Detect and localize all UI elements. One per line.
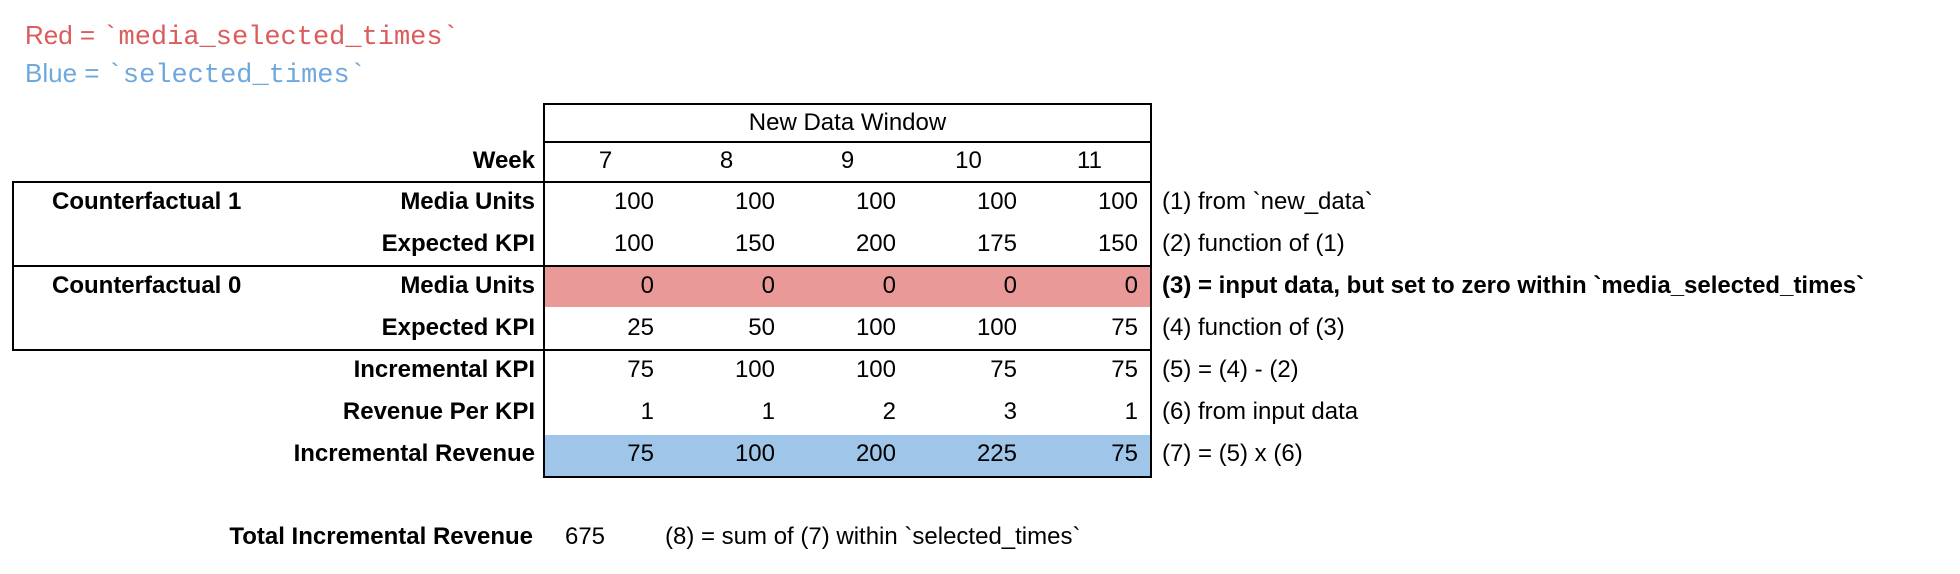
value-cell: 150 (1097, 230, 1138, 257)
value-cell: 100 (734, 188, 775, 215)
row-label-expected-kpi-cf0: Expected KPI (381, 314, 535, 341)
value-cell: 225 (976, 440, 1017, 467)
week-cell: 9 (840, 147, 855, 174)
legend-blue-label: Blue = (25, 58, 107, 88)
selected-times-highlight (545, 435, 1150, 476)
value-cell: 75 (1111, 356, 1138, 383)
value-cell: 3 (1003, 398, 1017, 425)
legend-blue-code: `selected_times` (106, 61, 366, 91)
value-cell: 75 (990, 356, 1017, 383)
week-cell: 11 (1077, 147, 1102, 174)
value-cell: 2 (882, 398, 896, 425)
value-cell: 0 (1003, 272, 1017, 299)
value-cell: 100 (855, 314, 896, 341)
media-selected-times-highlight (545, 267, 1150, 307)
new-data-window-header: New Data Window (748, 109, 947, 136)
value-cell: 0 (761, 272, 775, 299)
group-label-counterfactual-0: Counterfactual 0 (52, 272, 242, 299)
legend-red-label: Red = (25, 20, 103, 50)
row-label-incremental-kpi: Incremental KPI (353, 356, 535, 383)
week-cell: 8 (719, 147, 734, 174)
row-annotation-7: (7) = (5) x (6) (1162, 440, 1303, 467)
week-cell: 10 (955, 147, 982, 174)
row-annotation-3: (3) = input data, but set to zero within… (1162, 272, 1865, 299)
week-label: Week (472, 147, 535, 174)
value-cell: 100 (855, 356, 896, 383)
summary-annotation-8: (8) = sum of (7) within `selected_times` (665, 523, 1081, 550)
row-annotation-1: (1) from `new_data` (1162, 188, 1373, 215)
value-cell: 1 (761, 398, 775, 425)
counterfactual-0-box (12, 267, 545, 351)
value-cell: 0 (1124, 272, 1138, 299)
row-label-media-units-cf1: Media Units (400, 188, 535, 215)
group-label-counterfactual-1: Counterfactual 1 (52, 188, 242, 215)
value-cell: 100 (976, 188, 1017, 215)
legend-red-line: Red = `media_selected_times` (25, 20, 459, 53)
row-annotation-5: (5) = (4) - (2) (1162, 356, 1299, 383)
value-cell: 100 (734, 440, 775, 467)
value-cell: 25 (627, 314, 654, 341)
row-label-revenue-per-kpi: Revenue Per KPI (342, 398, 535, 425)
value-cell: 1 (1124, 398, 1138, 425)
total-incremental-revenue-value: 675 (564, 523, 606, 550)
value-cell: 100 (1097, 188, 1138, 215)
row-label-incremental-revenue: Incremental Revenue (293, 440, 535, 467)
value-cell: 100 (855, 188, 896, 215)
legend-red-code: `media_selected_times` (102, 23, 459, 53)
value-cell: 150 (734, 230, 775, 257)
value-cell: 50 (748, 314, 775, 341)
table-frame (543, 103, 1152, 478)
row-label-media-units-cf0: Media Units (400, 272, 535, 299)
total-incremental-revenue-label: Total Incremental Revenue (229, 523, 533, 550)
divider-between-counterfactuals (545, 265, 1150, 267)
value-cell: 100 (734, 356, 775, 383)
divider-under-header (545, 141, 1150, 143)
value-cell: 0 (882, 272, 896, 299)
value-cell: 100 (613, 230, 654, 257)
legend-blue-line: Blue = `selected_times` (25, 58, 366, 91)
row-annotation-4: (4) function of (3) (1162, 314, 1345, 341)
row-annotation-2: (2) function of (1) (1162, 230, 1345, 257)
value-cell: 200 (855, 230, 896, 257)
value-cell: 1 (640, 398, 654, 425)
value-cell: 75 (627, 440, 654, 467)
value-cell: 200 (855, 440, 896, 467)
row-label-expected-kpi-cf1: Expected KPI (381, 230, 535, 257)
divider-under-week-row (545, 181, 1150, 183)
counterfactual-1-box (12, 181, 545, 267)
row-annotation-6: (6) from input data (1162, 398, 1359, 425)
value-cell: 75 (1111, 314, 1138, 341)
value-cell: 100 (976, 314, 1017, 341)
value-cell: 0 (640, 272, 654, 299)
value-cell: 100 (613, 188, 654, 215)
value-cell: 75 (1111, 440, 1138, 467)
value-cell: 75 (627, 356, 654, 383)
divider-under-counterfactual-0 (545, 349, 1150, 351)
value-cell: 175 (976, 230, 1017, 257)
week-cell: 7 (598, 147, 613, 174)
